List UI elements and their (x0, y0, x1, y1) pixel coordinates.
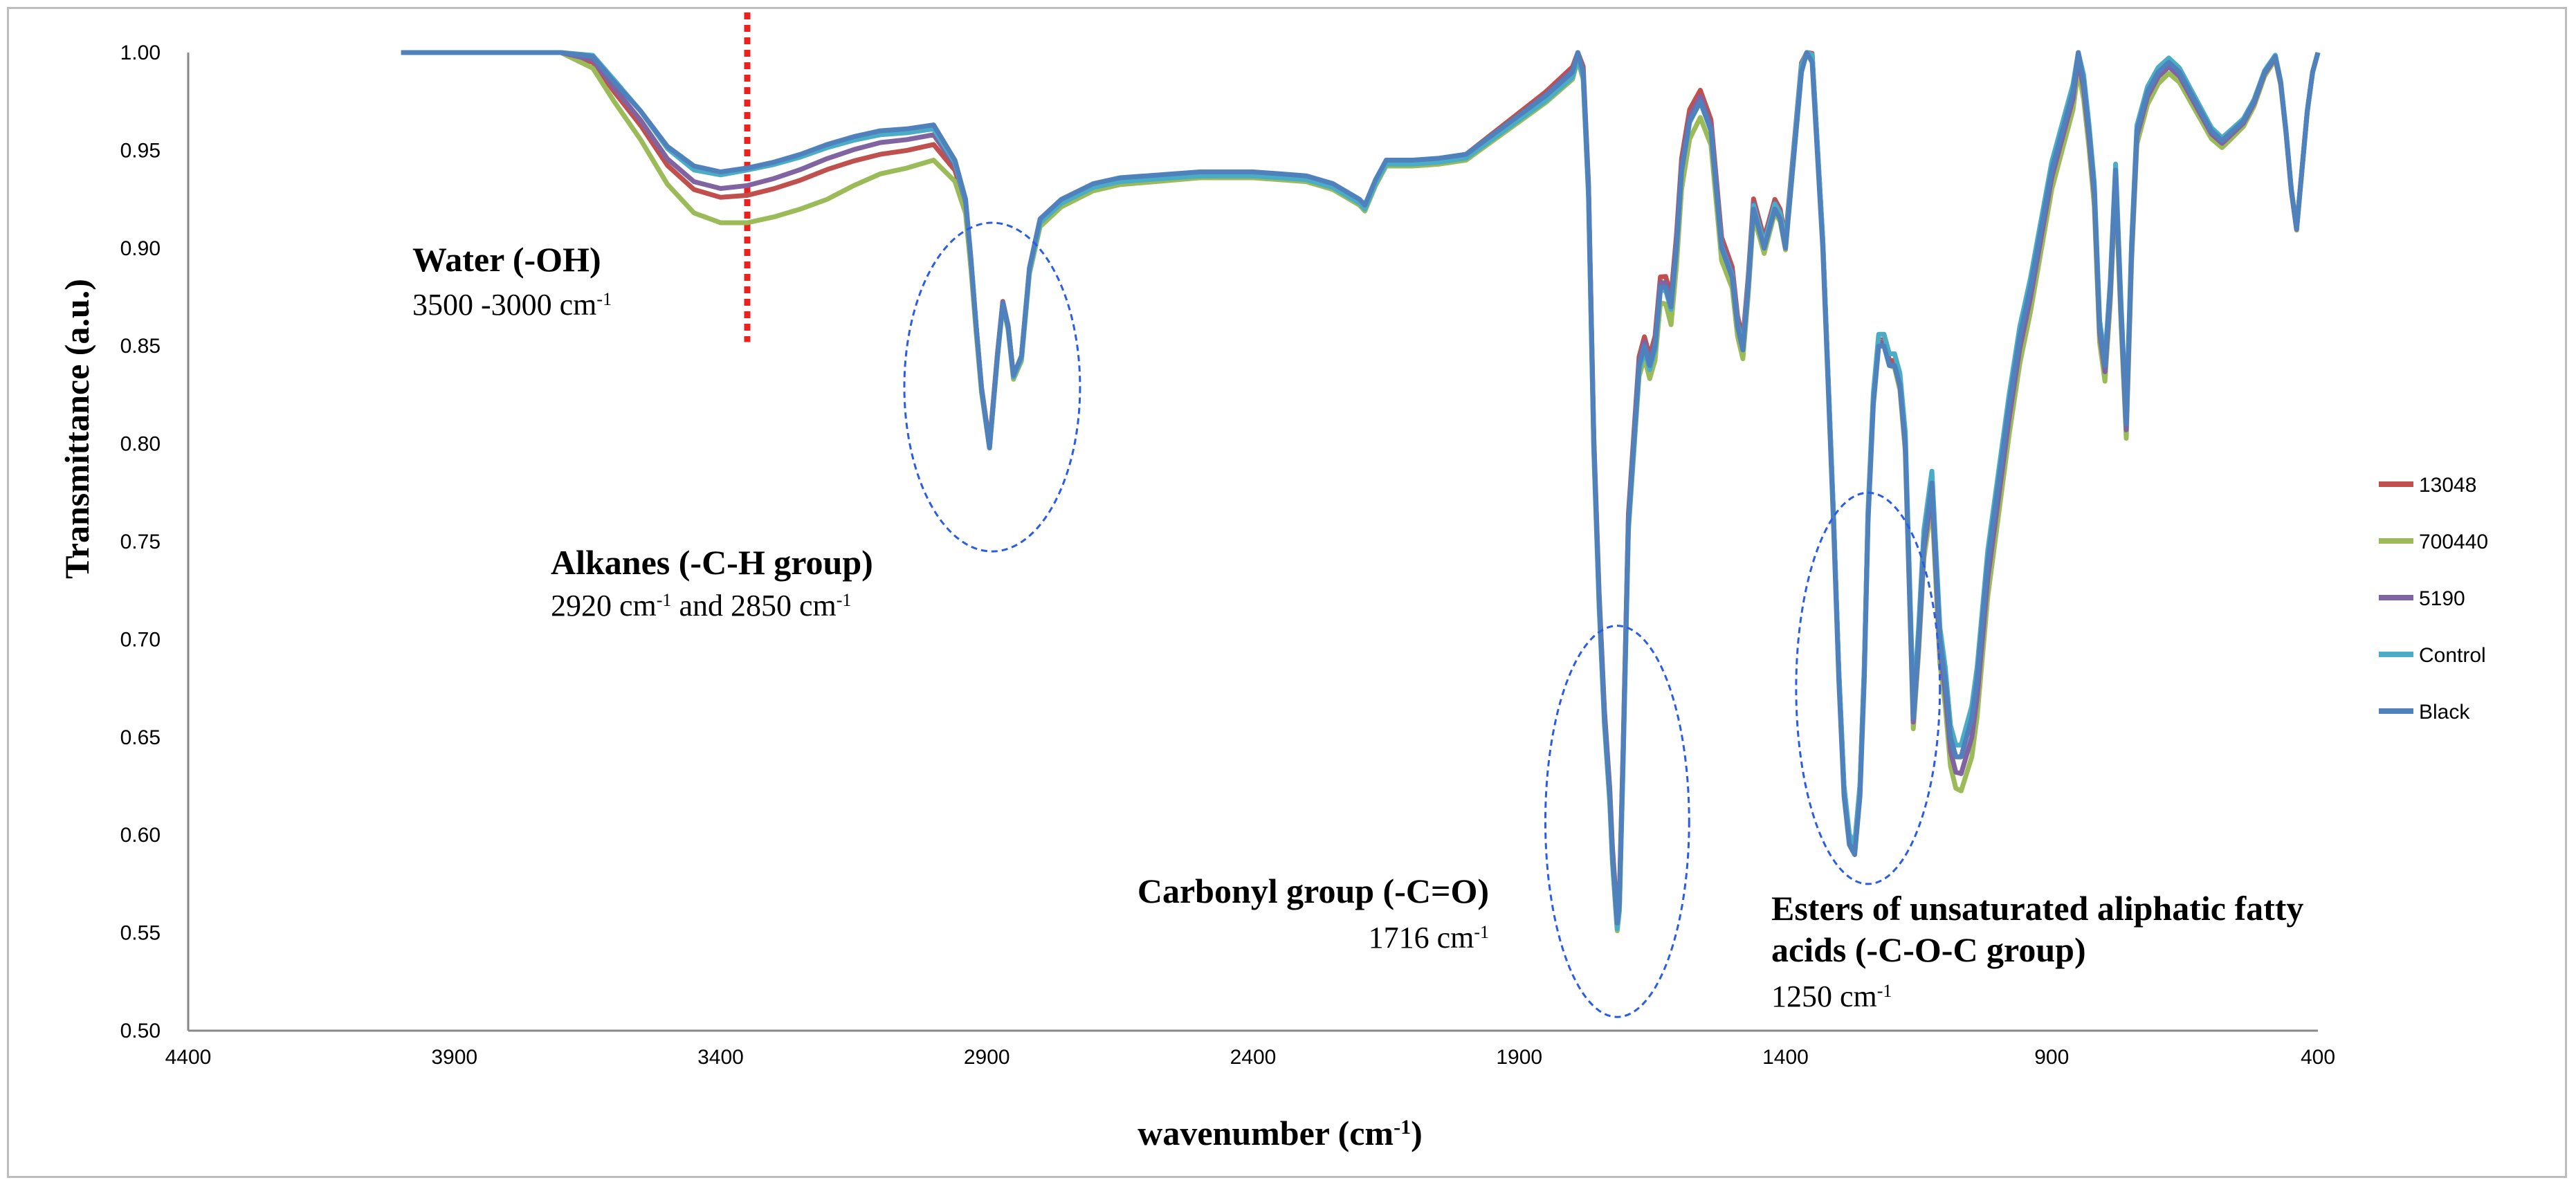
legend-label-control: Control (2419, 644, 2486, 667)
legend-label-13048: 13048 (2419, 474, 2476, 497)
x-tick-label: 1400 (1762, 1046, 1809, 1069)
x-tick-label: 1900 (1496, 1046, 1542, 1069)
x-tick-label: 3900 (431, 1046, 477, 1069)
annotation-esters-title-line1: Esters of unsaturated aliphatic fatty (1771, 889, 2303, 928)
annotation-carbonyl-wavenumber: 1716 cm-1 (1369, 921, 1489, 955)
annotation-esters-title-line2: acids (-C-O-C group) (1771, 930, 2086, 969)
annotation-carbonyl-title: Carbonyl group (-C=O) (1138, 872, 1489, 910)
series-line-13048 (401, 50, 2321, 919)
y-tick-label: 0.60 (120, 824, 161, 847)
highlight-ellipses (903, 221, 1942, 1018)
legend: 13048 700440 5190 Control Black (2379, 474, 2488, 724)
x-axis-label: wavenumber (cm-1) (1138, 1114, 1423, 1152)
series-line-black (401, 50, 2321, 926)
y-tick-label: 0.70 (120, 628, 161, 651)
annotation-water-title: Water (-OH) (412, 240, 601, 279)
y-axis-label: Transmittance (a.u.) (57, 279, 96, 579)
annotation-water: Water (-OH) 3500 -3000 cm-1 (412, 240, 612, 322)
x-axis-ticks: 4400 3900 3400 2900 2400 1900 1400 900 400 (165, 1046, 2335, 1069)
legend-label-5190: 5190 (2419, 587, 2465, 610)
x-tick-label: 3400 (697, 1046, 744, 1069)
x-tick-label: 400 (2301, 1046, 2335, 1069)
x-tick-label: 4400 (165, 1046, 212, 1069)
y-tick-label: 0.55 (120, 922, 161, 945)
y-tick-label: 0.90 (120, 237, 161, 260)
x-tick-label: 2400 (1230, 1046, 1277, 1069)
y-tick-label: 0.85 (120, 335, 161, 358)
annotation-water-range: 3500 -3000 cm-1 (412, 288, 612, 322)
annotation-alkanes-range: 2920 cm-1 and 2850 cm-1 (551, 589, 851, 623)
y-tick-label: 1.00 (120, 42, 161, 64)
y-tick-label: 0.95 (120, 139, 161, 162)
annotation-alkanes-title: Alkanes (-C-H group) (551, 543, 873, 582)
x-tick-label: 900 (2034, 1046, 2069, 1069)
legend-label-700440: 700440 (2419, 531, 2488, 553)
y-tick-label: 0.65 (120, 726, 161, 749)
ellipse-alkanes-region (903, 221, 1081, 553)
annotation-esters-wavenumber: 1250 cm-1 (1771, 979, 1892, 1013)
legend-label-black: Black (2419, 701, 2470, 724)
y-tick-label: 0.50 (120, 1020, 161, 1042)
chart-frame (7, 7, 2567, 1178)
annotation-alkanes: Alkanes (-C-H group) 2920 cm-1 and 2850 … (551, 543, 873, 623)
series-lines (401, 50, 2321, 934)
y-tick-label: 0.80 (120, 433, 161, 456)
ellipse-ester-region (1795, 491, 1942, 885)
x-tick-label: 2900 (964, 1046, 1010, 1069)
y-axis-ticks: 0.50 0.55 0.60 0.65 0.70 0.75 0.80 0.85 0.90 0.95… (120, 42, 161, 1042)
annotation-carbonyl: Carbonyl group (-C=O) 1716 cm-1 (1138, 872, 1489, 955)
axes (187, 53, 2318, 1032)
y-tick-label: 0.75 (120, 531, 161, 553)
annotation-esters: Esters of unsaturated aliphatic fatty ac… (1771, 889, 2303, 1013)
ellipse-carbonyl-region (1544, 625, 1690, 1018)
